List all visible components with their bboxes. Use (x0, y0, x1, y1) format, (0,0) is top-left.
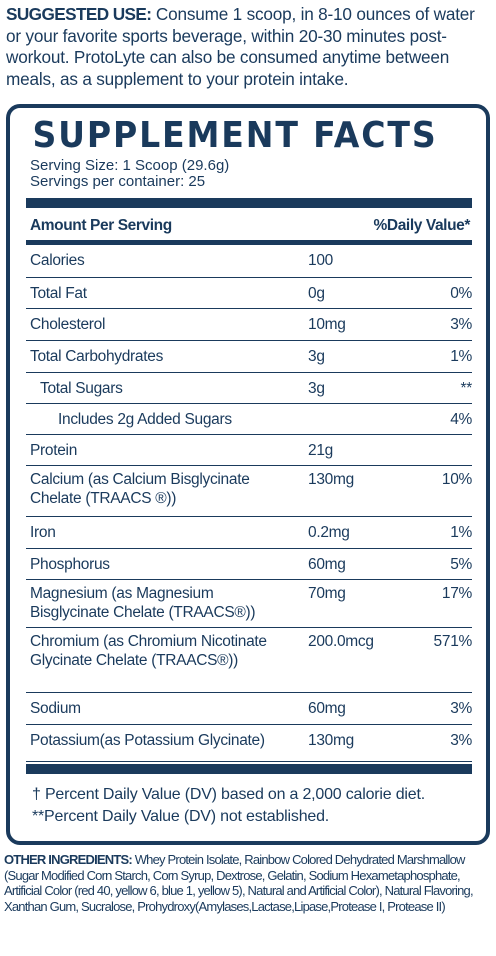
nutrient-amount: 0g (308, 285, 325, 302)
other-ingredients-label: OTHER INGREDIENTS: (4, 852, 133, 867)
other-ingredients-text: Whey Protein Isolate, Rainbow Colored De… (4, 852, 474, 914)
nutrient-row: Phosphorus 60mg 5% (26, 549, 472, 580)
nutrient-row: Cholesterol 10mg 3% (26, 309, 472, 341)
nutrient-daily-value: 4% (450, 411, 472, 428)
nutrient-name: Potassium(as Potassium Glycinate) (30, 731, 265, 750)
serving-size: Serving Size: 1 Scoop (29.6g) (30, 157, 230, 174)
nutrient-name: Cholesterol (30, 315, 105, 334)
nutrient-name: Phosphorus (30, 555, 110, 574)
footnote-dv: † Percent Daily Value (DV) based on a 2,… (32, 786, 425, 803)
nutrient-row: Total Sugars 3g ** (26, 373, 472, 404)
bottom-thick-divider (26, 764, 472, 774)
nutrient-name-line: Cholesterol (30, 316, 106, 333)
nutrient-row: Sodium 60mg 3% (26, 693, 472, 725)
nutrient-daily-value: ** (460, 380, 473, 397)
nutrient-name: Calcium (as Calcium Bisglycinate Chelate … (30, 470, 250, 508)
nutrient-daily-value: 0% (450, 285, 472, 302)
nutrient-row: Total Carbohydrates 3g 1% (26, 341, 472, 373)
nutrient-name-line: Phosphorus (30, 556, 110, 573)
nutrient-row: Magnesium (as Magnesium Bisglycinate Chel… (26, 580, 472, 628)
nutrient-name-line: Chelate (TRAACS ®)) (30, 490, 177, 507)
nutrient-amount: 130mg (308, 471, 354, 488)
nutrient-name-line: Bisglycinate Chelate (TRAACS®)) (30, 604, 256, 621)
nutrient-row: Total Fat 0g 0% (26, 278, 472, 309)
amount-header: Amount Per Serving (30, 217, 172, 234)
nutrient-amount: 3g (308, 380, 325, 397)
nutrient-name: Total Carbohydrates (30, 347, 163, 366)
nutrient-name-line: Calories (30, 252, 85, 269)
nutrient-daily-value: 1% (450, 524, 472, 541)
medium-divider (26, 240, 472, 245)
nutrient-row: Iron 0.2mg 1% (26, 517, 472, 549)
nutrient-name-line: Chromium (as Chromium Nicotinate (30, 633, 267, 650)
nutrient-name: Total Fat (30, 284, 87, 303)
nutrient-amount: 3g (308, 348, 325, 365)
nutrient-daily-value: 17% (441, 585, 472, 602)
nutrient-name: Magnesium (as Magnesium Bisglycinate Chel… (30, 584, 256, 622)
facts-title: SUPPLEMENT FACTS (32, 115, 438, 156)
nutrient-amount: 130mg (308, 732, 354, 749)
suggested-use-text: Consume 1 scoop, in 8-10 ounces of water… (6, 4, 475, 89)
nutrient-daily-value: 5% (450, 556, 472, 573)
nutrient-amount: 21g (308, 442, 333, 459)
nutrient-daily-value: 3% (450, 732, 472, 749)
nutrient-amount: 60mg (308, 700, 346, 717)
suggested-use: SUGGESTED USE: Consume 1 scoop, in 8-10 … (6, 4, 492, 90)
nutrient-name: Total Sugars (40, 379, 123, 398)
nutrient-amount: 70mg (308, 585, 346, 602)
nutrient-name-line: Total Sugars (40, 380, 123, 397)
nutrient-row: Calcium (as Calcium Bisglycinate Chelate … (26, 466, 472, 517)
nutrient-amount: 100 (308, 252, 333, 269)
nutrient-row: Includes 2g Added Sugars 4% (26, 404, 472, 435)
nutrient-daily-value: 571% (433, 633, 473, 650)
nutrient-row: Calories 100 (26, 245, 472, 278)
nutrient-name-line: Total Carbohydrates (30, 348, 164, 365)
thick-divider (26, 198, 472, 208)
footnote-not-established: **Percent Daily Value (DV) not establish… (32, 808, 330, 825)
nutrient-row: Protein 21g (26, 435, 472, 466)
servings-per-container: Servings per container: 25 (30, 173, 206, 190)
nutrient-name: Iron (30, 523, 56, 542)
other-ingredients: OTHER INGREDIENTS: Whey Protein Isolate,… (4, 852, 496, 914)
nutrient-name-line: Iron (30, 524, 56, 541)
nutrient-daily-value: 3% (450, 316, 472, 333)
nutrient-name: Sodium (30, 699, 81, 718)
nutrient-amount: 60mg (308, 556, 346, 573)
nutrient-row: Chromium (as Chromium Nicotinate Glycinat… (26, 628, 472, 693)
nutrient-name-line: Sodium (30, 700, 81, 717)
nutrient-daily-value: 3% (450, 700, 472, 717)
nutrient-name-line: Magnesium (as Magnesium (30, 585, 214, 602)
dv-header: %Daily Value* (373, 217, 471, 234)
nutrient-amount: 200.0mcg (308, 633, 374, 650)
nutrient-name-line: Protein (30, 442, 78, 459)
table-header: Amount Per Serving %Daily Value* (30, 217, 470, 235)
nutrient-name-line: Glycinate Chelate (TRAACS®)) (30, 652, 239, 669)
nutrient-daily-value: 1% (450, 348, 472, 365)
supplement-facts-panel: SUPPLEMENT FACTS Serving Size: 1 Scoop (… (6, 104, 490, 845)
nutrient-name-line: Calcium (as Calcium Bisglycinate (30, 471, 250, 488)
nutrient-name: Calories (30, 251, 85, 270)
nutrient-amount: 0.2mg (308, 524, 350, 541)
nutrient-name-line: Potassium(as Potassium Glycinate) (30, 732, 265, 749)
nutrient-name: Chromium (as Chromium Nicotinate Glycinat… (30, 632, 267, 670)
nutrient-amount: 10mg (308, 316, 346, 333)
nutrient-name: Includes 2g Added Sugars (58, 410, 232, 429)
nutrient-name: Protein (30, 441, 77, 460)
nutrient-daily-value: 10% (441, 471, 472, 488)
nutrient-row: Potassium(as Potassium Glycinate) 130mg 3% (26, 725, 472, 762)
nutrient-name-line: Total Fat (30, 285, 87, 302)
nutrient-name-line: Includes 2g Added Sugars (58, 411, 232, 428)
suggested-use-label: SUGGESTED USE: (6, 4, 152, 24)
